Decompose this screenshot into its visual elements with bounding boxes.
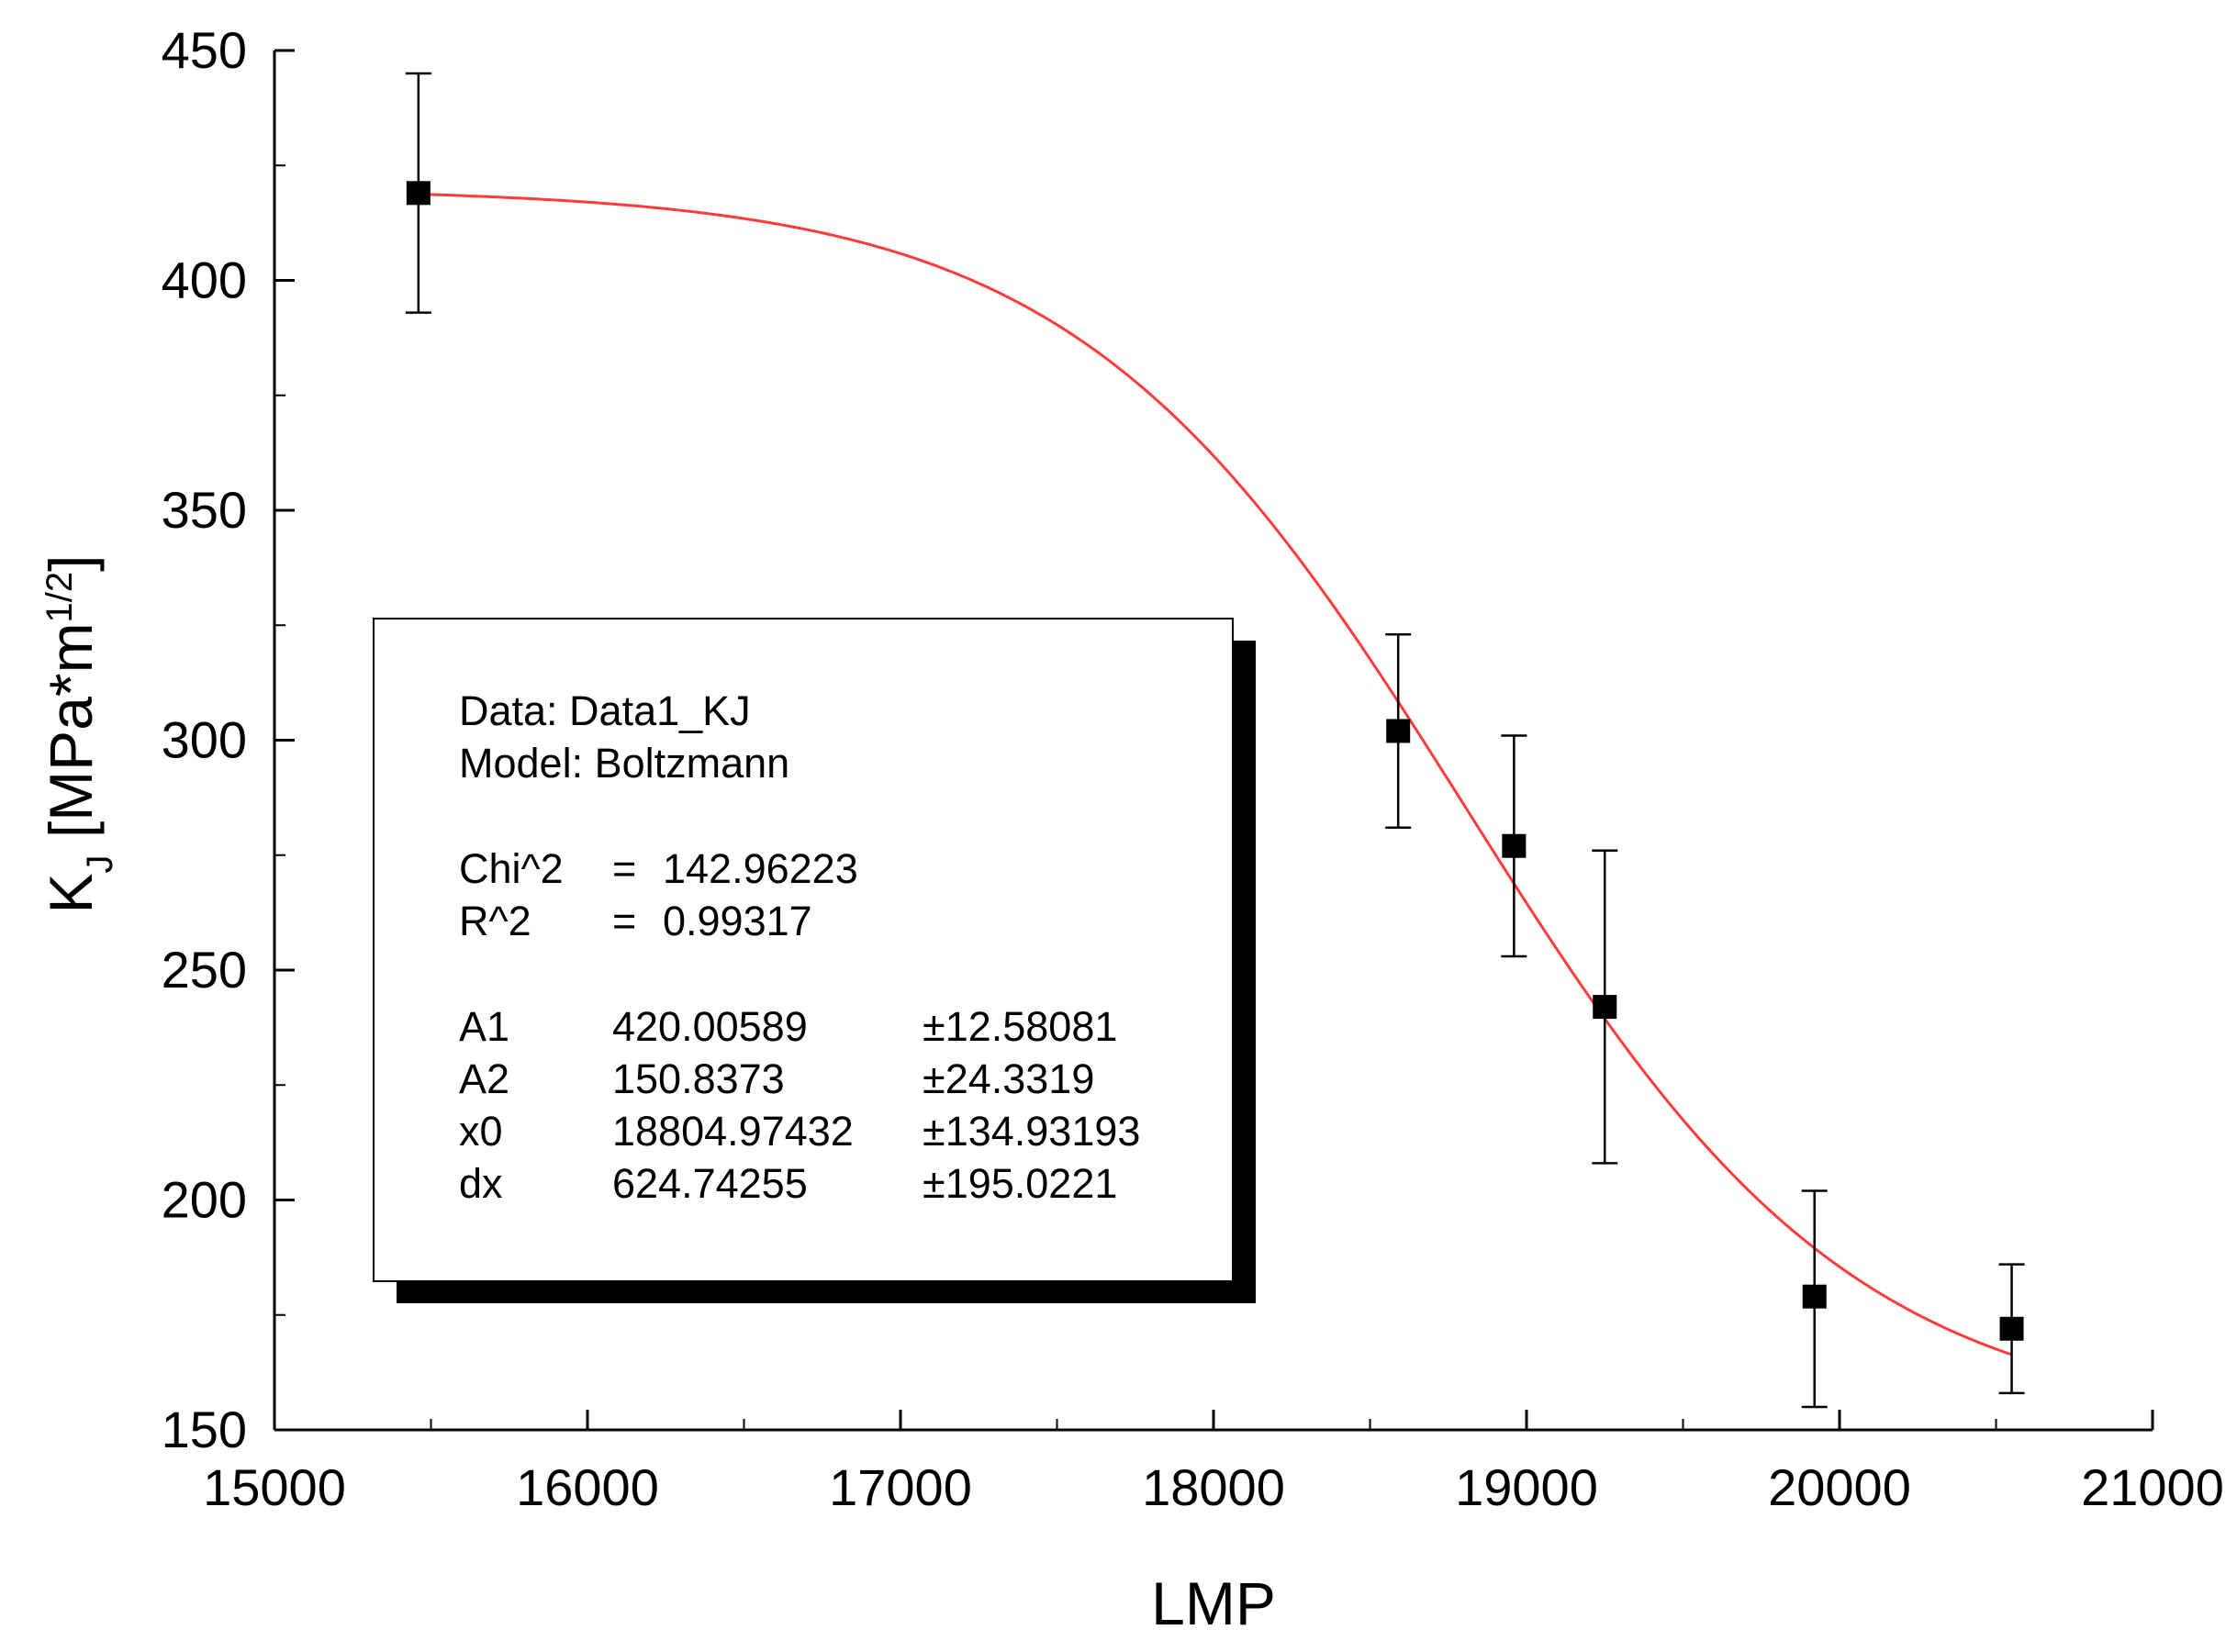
a2-error: ±24.3319	[923, 1055, 1094, 1102]
square-marker	[1999, 1316, 2024, 1341]
r2-label: R^2	[459, 898, 531, 944]
y-tick-label: 250	[162, 941, 247, 999]
chi2-value: 142.96223	[663, 845, 858, 892]
data-point	[1998, 1263, 2025, 1395]
data-point	[1592, 849, 1618, 1165]
a2-label: A2	[459, 1055, 509, 1102]
data-point	[1801, 1189, 1828, 1409]
chi2-label: Chi^2	[459, 845, 564, 892]
fit-data-label: Data: Data1_KJ	[459, 687, 751, 734]
y-axis-title-sub: J	[80, 854, 120, 873]
y-tick-label: 350	[162, 481, 247, 539]
y-tick-label: 450	[162, 21, 247, 79]
r2-eq: =	[612, 898, 636, 944]
fit-results-box: Data: Data1_KJ Model: Boltzmann Chi^2 = …	[373, 618, 1256, 1303]
square-marker	[1386, 719, 1411, 743]
y-axis-title: KJ [MPa*m1/2]	[37, 554, 120, 913]
y-tick-label: 300	[162, 711, 247, 769]
y-tick-label: 400	[162, 251, 247, 309]
x-axis-title: LMP	[1151, 1569, 1276, 1637]
x-tick-label: 15000	[203, 1458, 346, 1516]
x-tick-label: 21000	[2081, 1458, 2224, 1516]
r2-value: 0.99317	[663, 898, 812, 944]
x-tick-label: 17000	[829, 1458, 972, 1516]
a1-label: A1	[459, 1003, 509, 1050]
data-points	[405, 72, 2025, 1409]
x0-label: x0	[459, 1108, 503, 1155]
y-axis-title-unit: [MPa*m	[37, 622, 105, 854]
data-point	[1501, 734, 1527, 958]
dx-error: ±195.0221	[923, 1160, 1117, 1207]
y-tick-label: 150	[162, 1401, 247, 1458]
x-tick-label: 18000	[1142, 1458, 1285, 1516]
data-point	[1385, 633, 1412, 829]
dx-label: dx	[459, 1160, 503, 1207]
x-tick-label: 19000	[1455, 1458, 1598, 1516]
axis-tick-labels: 15000 16000 17000 18000 19000 20000 21000 150 20…	[162, 21, 2224, 1516]
x-tick-label: 20000	[1768, 1458, 1911, 1516]
fit-curve	[418, 193, 2013, 1356]
y-axis-title-unit-sup: 1/2	[39, 572, 80, 623]
chi2-eq: =	[612, 845, 636, 892]
data-point	[405, 72, 431, 314]
y-tick-label: 200	[162, 1171, 247, 1229]
x-tick-label: 16000	[516, 1458, 659, 1516]
y-axis-title-main: K	[37, 873, 105, 913]
square-marker	[1593, 995, 1617, 1020]
fit-model-label: Model: Boltzmann	[459, 740, 789, 787]
a1-value: 420.00589	[612, 1003, 808, 1050]
x0-value: 18804.97432	[612, 1108, 854, 1155]
square-marker	[1502, 833, 1527, 858]
a2-value: 150.8373	[612, 1055, 785, 1102]
square-marker	[406, 181, 431, 206]
a1-error: ±12.58081	[923, 1003, 1117, 1050]
axis-ticks	[273, 49, 2154, 1432]
fit-results-box-frame	[373, 618, 1234, 1282]
square-marker	[1802, 1284, 1827, 1309]
y-axis-title-unit-close: ]	[37, 554, 105, 571]
dx-value: 624.74255	[612, 1160, 808, 1207]
x0-error: ±134.93193	[923, 1108, 1140, 1155]
